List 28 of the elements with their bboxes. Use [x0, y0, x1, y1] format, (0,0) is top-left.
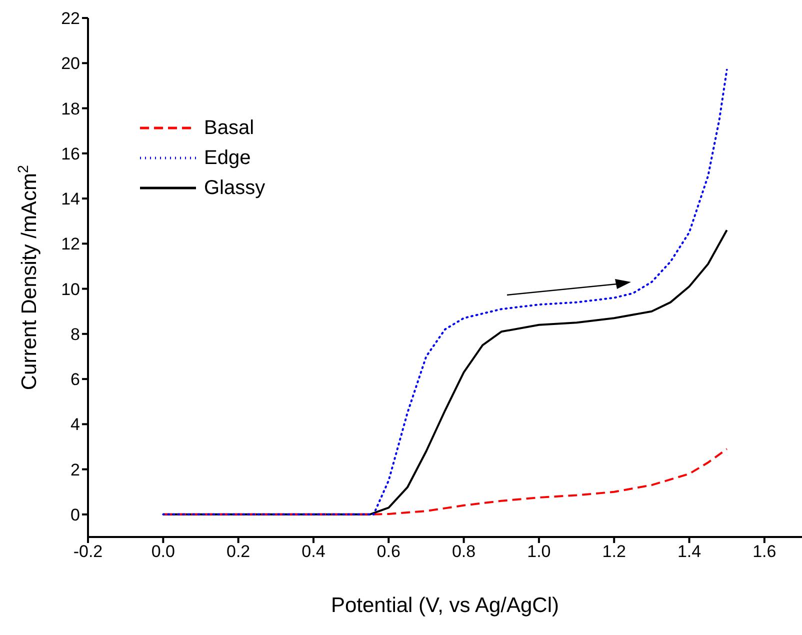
y-tick-label: 10: [61, 280, 80, 299]
y-tick-label: 6: [70, 370, 80, 390]
x-axis-title: Potential (V, vs Ag/AgCl): [330, 594, 560, 617]
x-tick-label: 1.0: [527, 542, 551, 562]
legend-label: Glassy: [204, 176, 266, 200]
y-tick-label: 18: [61, 99, 80, 118]
y-tick-label: 0: [70, 505, 80, 524]
x-tick-label: 1.6: [752, 542, 776, 562]
line-series: [162, 68, 728, 516]
x-tick-label: -0.2: [73, 542, 103, 562]
legend-label: Basal: [204, 116, 254, 140]
y-tick-label: 14: [61, 190, 80, 209]
y-tick-label: 20: [61, 54, 80, 74]
x-tick-label: 0.6: [376, 542, 400, 562]
legend-label: Edge: [204, 146, 251, 170]
x-tick-label: 1.2: [602, 542, 626, 562]
line-series: [162, 448, 728, 516]
x-tick-label: 0.2: [226, 542, 250, 562]
y-tick-label: 2: [70, 460, 80, 480]
x-tick-label: 1.4: [677, 542, 702, 562]
x-tick-label: 0.4: [302, 542, 326, 562]
x-tick-label: 0.0: [151, 542, 175, 562]
y-tick-label: 16: [61, 144, 80, 164]
y-tick-label: 12: [61, 234, 80, 254]
y-tick-label: 8: [70, 324, 80, 344]
y-tick-label: 22: [61, 9, 80, 28]
x-tick-label: 0.8: [452, 542, 476, 562]
y-tick-label: 4: [70, 415, 80, 434]
